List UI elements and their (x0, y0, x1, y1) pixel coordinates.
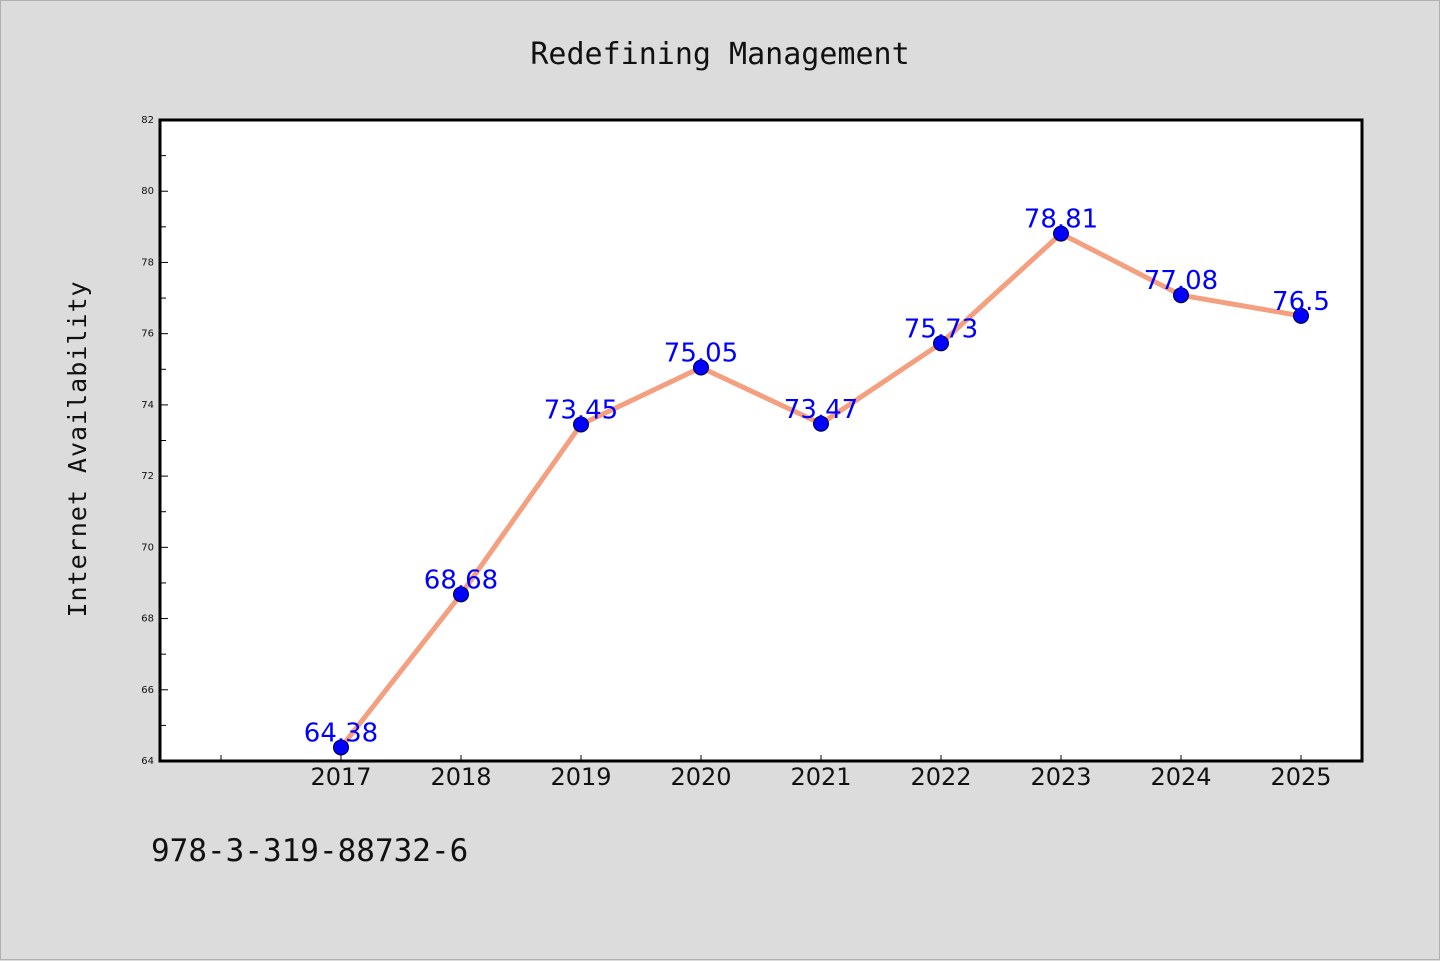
data-point-2021 (813, 415, 829, 432)
data-label-2023: 78.81 (1024, 205, 1098, 235)
x-tick-label: 2024 (1150, 763, 1211, 791)
data-point-2024 (1173, 287, 1189, 304)
x-tick-label: 2018 (430, 763, 491, 791)
y-axis-label: Internet Availability (63, 280, 92, 617)
data-point-2025 (1293, 307, 1309, 324)
data-label-2017: 64.38 (304, 718, 378, 748)
data-label-2019: 73.45 (544, 395, 618, 425)
x-tick-label: 2021 (790, 763, 851, 791)
y-tick-label: 76 (141, 329, 154, 340)
data-point-2022 (933, 335, 949, 352)
x-tick-label: 2022 (910, 763, 971, 791)
y-tick-label: 78 (141, 257, 154, 268)
data-label-2020: 75.05 (664, 338, 738, 368)
y-tick-label: 82 (141, 115, 154, 126)
data-point-2020 (693, 359, 709, 376)
data-point-2018 (453, 586, 469, 603)
series-line-group (333, 225, 1309, 756)
y-tick-label: 70 (141, 542, 154, 553)
chart-title: Redefining Management (530, 37, 909, 72)
data-point-2019 (573, 416, 589, 433)
isbn-text: 978-3-319-88732-6 (151, 833, 469, 869)
x-tick-label: 2017 (310, 763, 371, 791)
data-label-2025: 76.5 (1272, 287, 1330, 317)
y-tick-label: 80 (141, 186, 154, 197)
data-point-2023 (1053, 225, 1069, 242)
y-tick-label: 72 (141, 471, 154, 482)
data-label-2018: 68.68 (424, 565, 498, 595)
data-label-2021: 73.47 (784, 395, 858, 425)
x-tick-label: 2025 (1270, 763, 1331, 791)
x-axis: 2017 2018 2019 2020 2021 2022 2023 2024 2025 (220, 755, 1332, 791)
y-tick-label: 74 (141, 400, 154, 411)
data-label-2024: 77.08 (1144, 266, 1218, 296)
x-tick-label: 2020 (670, 763, 731, 791)
y-axis: 64 66 68 70 72 74 76 78 80 82 (141, 115, 168, 767)
x-tick-label: 2019 (550, 763, 611, 791)
y-tick-label: 66 (141, 685, 154, 696)
data-label-2022: 75.73 (904, 314, 978, 344)
data-point-2017 (333, 739, 349, 756)
y-tick-label: 68 (141, 614, 154, 625)
x-tick-label: 2023 (1030, 763, 1091, 791)
y-tick-label: 64 (141, 756, 154, 767)
data-labels-group: 64.38 68.68 73.45 75.05 73.47 75.73 78.81 77.08… (304, 205, 1330, 749)
plot-area (158, 118, 1364, 763)
